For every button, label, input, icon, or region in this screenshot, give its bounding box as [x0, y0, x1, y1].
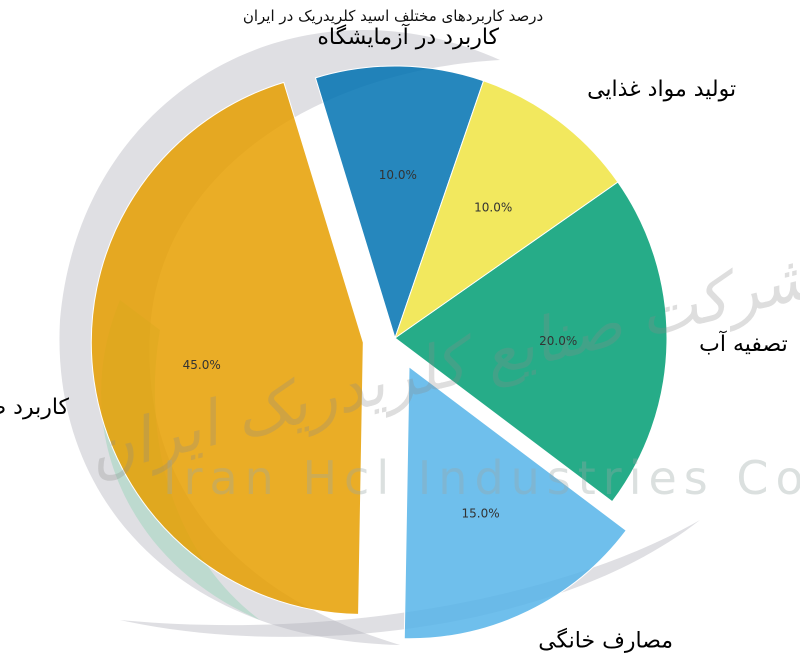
slice-percent-label: 15.0% [462, 506, 500, 520]
slice-category-label: تولید مواد غذایی [587, 77, 736, 102]
slice-category-label: تصفیه آب [699, 330, 788, 357]
pie-slice [394, 181, 668, 503]
slice-percent-label: 45.0% [183, 358, 221, 372]
slice-category-label: کاربرد در آزمایشگاه [317, 23, 499, 50]
pie-labels: 20.0% تصفیه آب 15.0% مصارف خانگی 45.0% کاربرد… [0, 23, 788, 654]
slice-percent-label: 10.0% [474, 201, 512, 215]
slice-percent-label: 20.0% [539, 334, 577, 348]
slice-category-label: کاربرد صنعتی [0, 395, 70, 420]
slice-percent-label: 10.0% [379, 168, 417, 182]
watermark-english-text: Iran Hcl Industries Co [163, 451, 800, 505]
pie-slice [314, 65, 485, 340]
pie-slice [90, 81, 364, 615]
pie-slice [394, 80, 619, 340]
pie-slices [90, 65, 668, 640]
slice-category-label: مصارف خانگی [538, 628, 673, 654]
pie-slice [403, 365, 627, 640]
chart-title: درصد کاربردهای مختلف اسید کلریدریک در ای… [243, 7, 543, 25]
